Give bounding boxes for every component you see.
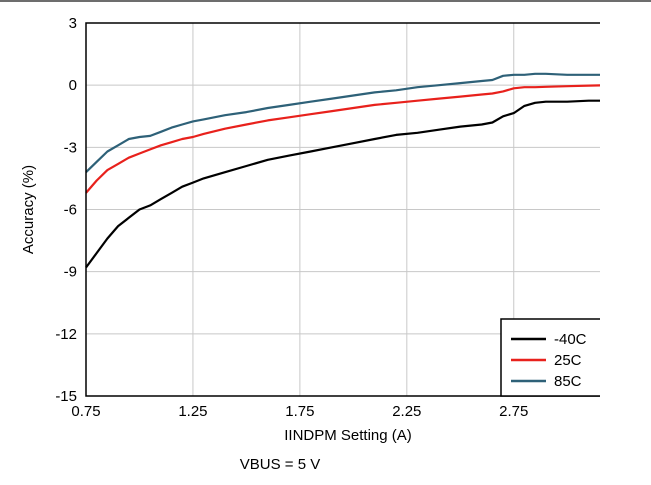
chart: 0.751.251.752.252.753.230-3-6-9-12-15 II…	[20, 15, 600, 444]
x-tick-label: 2.25	[392, 403, 421, 420]
x-tick-label: 1.25	[178, 403, 207, 420]
x-axis-label: IINDPM Setting (A)	[284, 427, 412, 444]
legend-box	[500, 318, 600, 397]
top-rule	[0, 0, 651, 2]
y-tick-label: 3	[69, 15, 77, 32]
legend: -40C 25C 85C	[500, 318, 600, 397]
y-tick-label: -15	[55, 388, 77, 405]
legend-label: 25C	[554, 352, 582, 369]
x-tick-label: 0.75	[71, 403, 100, 420]
y-tick-label: 0	[69, 77, 77, 94]
series-line-25C	[85, 84, 600, 194]
series-line--40C	[85, 99, 600, 269]
x-tick-label: 1.75	[285, 403, 314, 420]
plot-frame	[85, 22, 600, 397]
x-tick-label: 2.75	[499, 403, 528, 420]
series-lines	[85, 72, 600, 269]
legend-label: 85C	[554, 373, 582, 390]
y-tick-label: -12	[55, 326, 77, 343]
y-tick-label: -3	[64, 139, 77, 156]
y-axis-label: Accuracy (%)	[20, 165, 37, 254]
tick-labels: 0.751.251.752.252.753.230-3-6-9-12-15	[55, 15, 600, 420]
series-line-85C	[85, 72, 600, 173]
y-tick-label: -6	[64, 202, 77, 219]
caption: VBUS = 5 V	[239, 456, 321, 473]
y-tick-label: -9	[64, 264, 77, 281]
legend-label: -40C	[554, 331, 587, 348]
